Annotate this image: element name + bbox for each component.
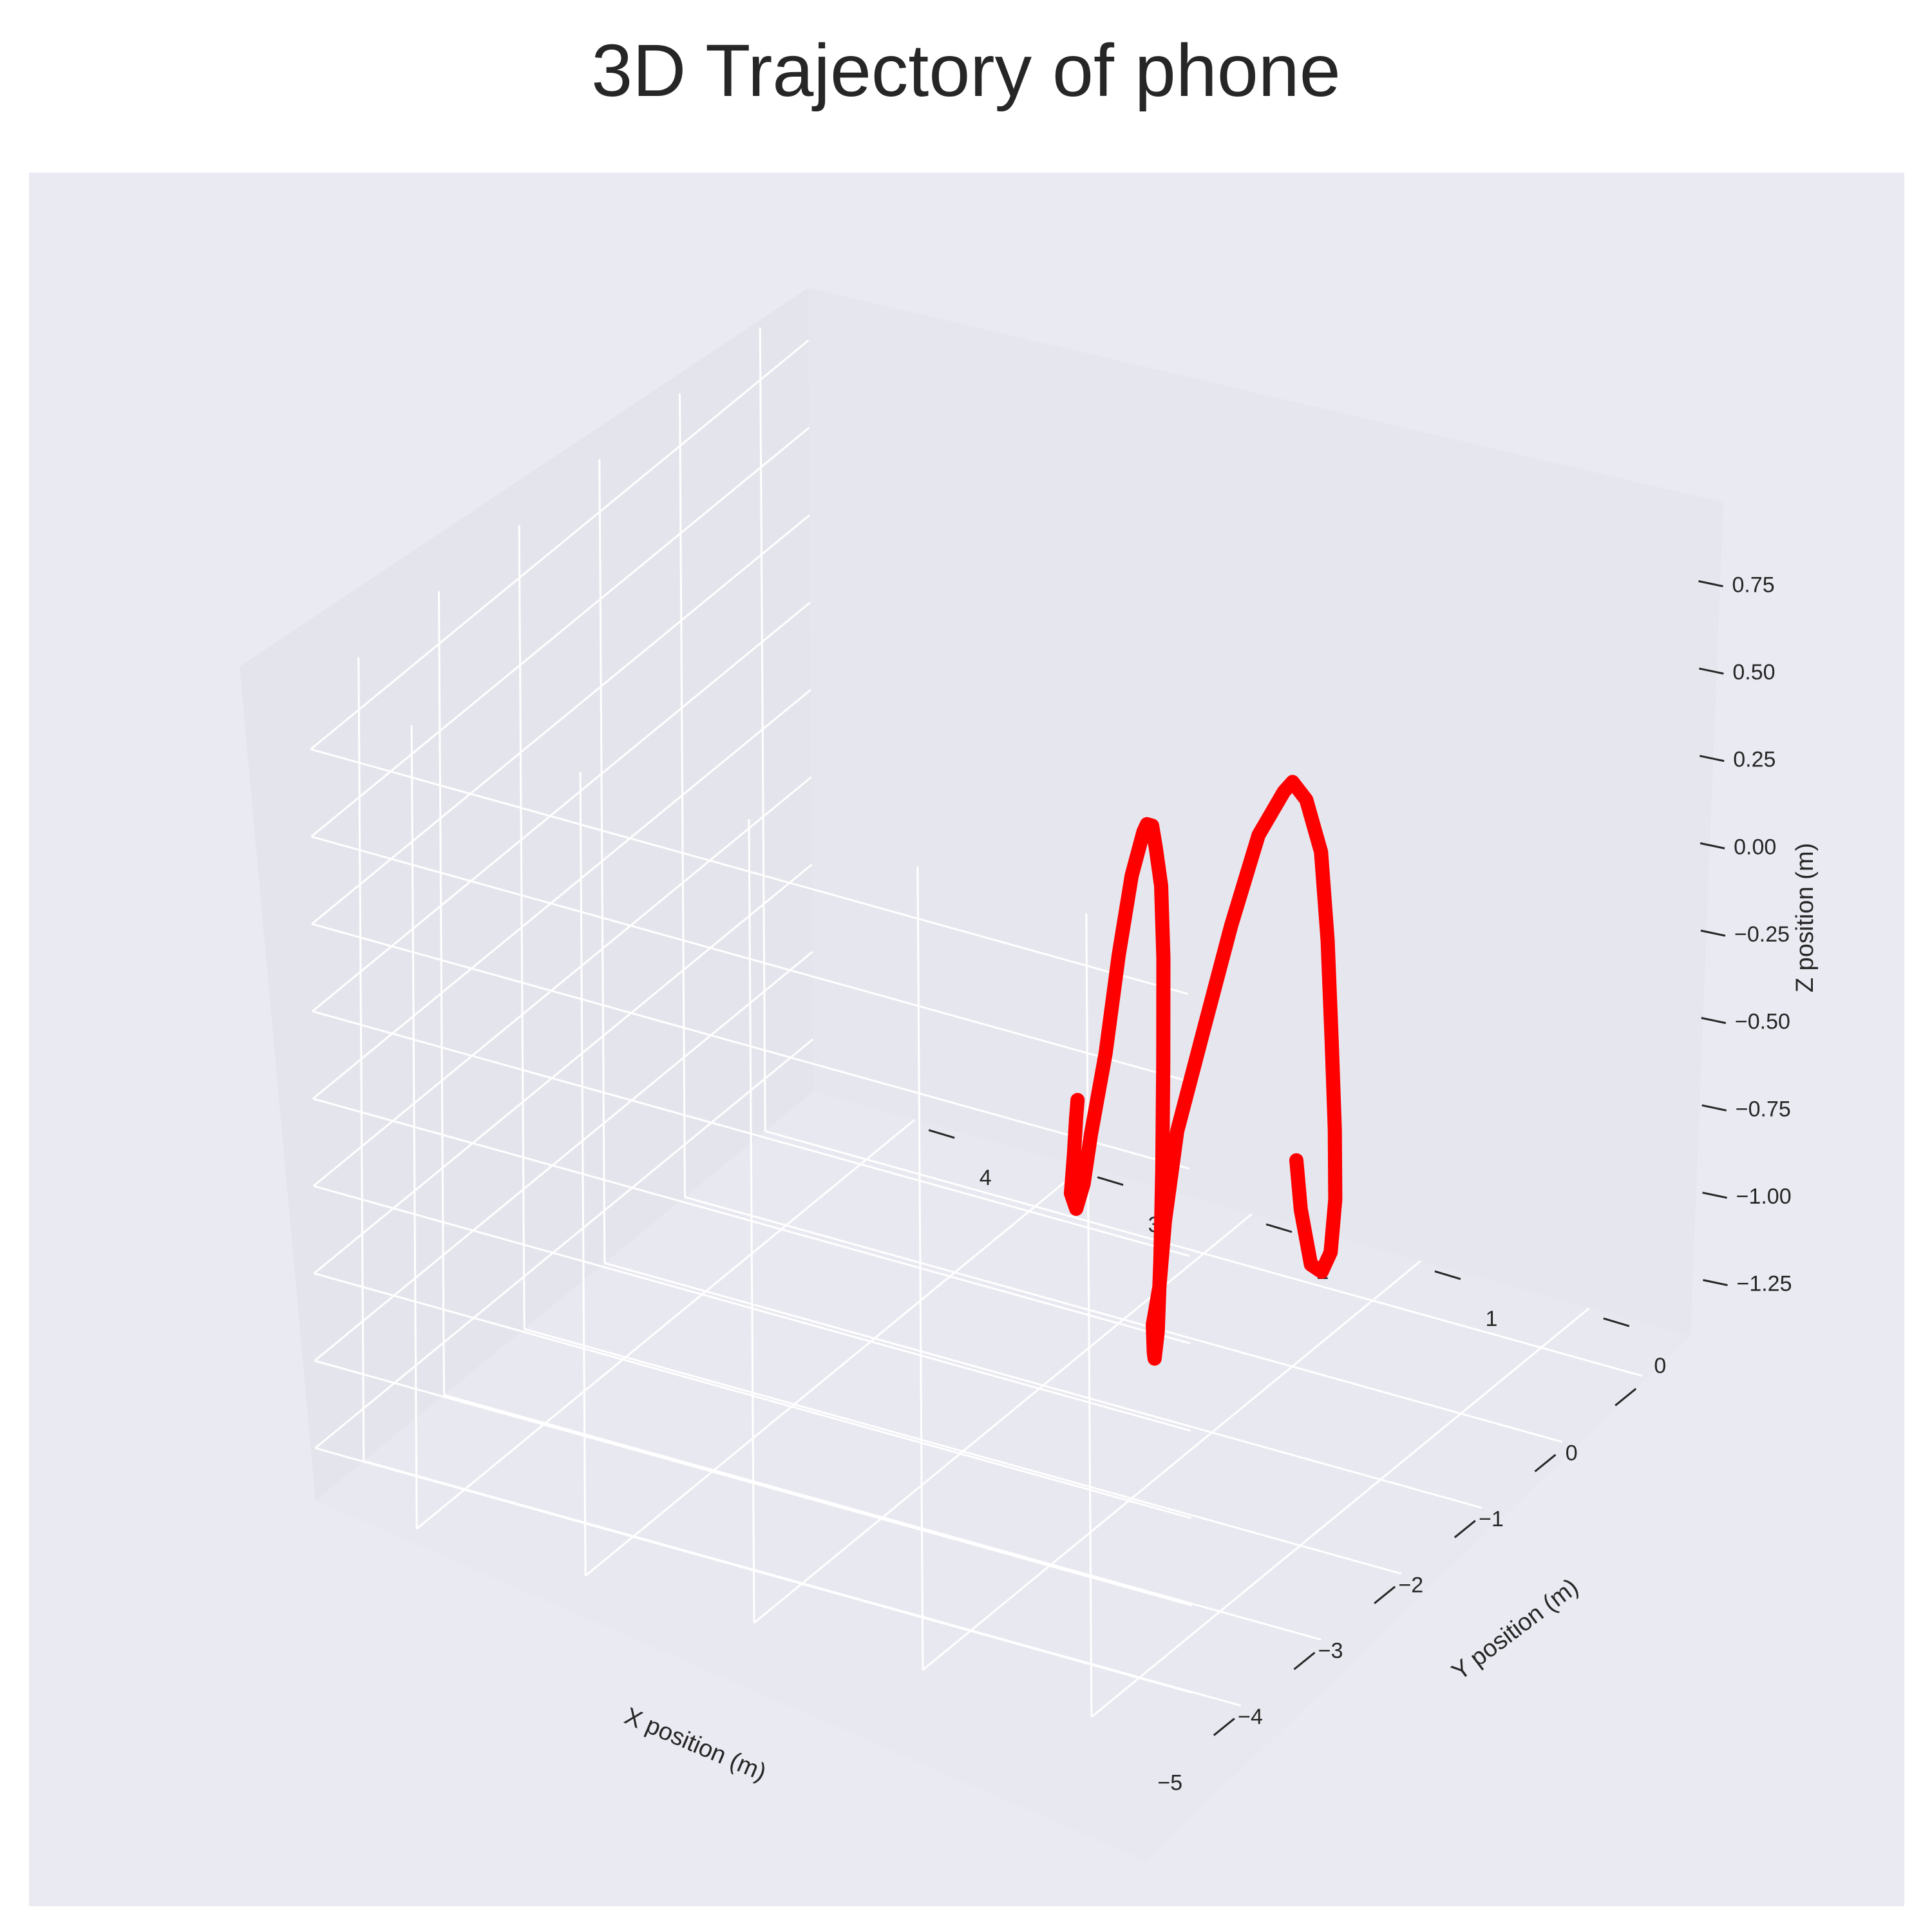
z-tick-label: −0.75	[1736, 1097, 1791, 1121]
z-gridline	[314, 951, 813, 1362]
y-tick-label: 1	[1485, 1307, 1497, 1331]
z-gridline	[314, 1359, 1193, 1607]
z-tick-label: 0.75	[1732, 573, 1775, 597]
z-gridline	[312, 688, 811, 1100]
z-tick	[1701, 1104, 1727, 1112]
z-gridline	[312, 1010, 1190, 1257]
z-tick-label: 0.00	[1734, 835, 1776, 859]
chart-title: 3D Trajectory of phone	[591, 30, 1341, 112]
x-tick	[1534, 1454, 1557, 1473]
x-tick	[1213, 1718, 1235, 1736]
z-gridline	[313, 864, 813, 1274]
x-tick-label: −2	[1398, 1573, 1423, 1597]
y-gridline	[922, 1260, 1421, 1671]
y-tick-label: 4	[980, 1166, 992, 1190]
z-gridline	[315, 1447, 1193, 1694]
x-tick	[1374, 1586, 1396, 1604]
y-tick	[1265, 1223, 1293, 1233]
x-tick-label: −3	[1318, 1639, 1343, 1663]
z-tick	[1700, 842, 1725, 849]
tick-labels: −5−4−3−2−1001234−1.25−1.00−0.75−0.50−0.2…	[980, 573, 1792, 1795]
z-gridline	[311, 923, 1189, 1170]
y-gridline	[585, 1166, 1084, 1577]
z-tick	[1699, 667, 1724, 675]
z-tick	[1699, 755, 1725, 762]
x-tick-label: 0	[1566, 1441, 1578, 1465]
x-tick-label: −5	[1157, 1771, 1182, 1795]
y-gridline	[1090, 1307, 1590, 1718]
z-gridline	[312, 1097, 1191, 1345]
x-tick-label: −1	[1479, 1507, 1504, 1531]
z-tick	[1703, 1279, 1728, 1287]
z-tick-label: 0.50	[1732, 660, 1775, 685]
z-gridline	[310, 748, 1188, 995]
x-tick-label: −4	[1238, 1705, 1263, 1729]
floor-pane	[316, 1092, 1690, 1861]
z-gridline	[310, 835, 1189, 1083]
y-gridline	[753, 1213, 1253, 1624]
z-gridline	[314, 1272, 1192, 1519]
y-tick	[1097, 1176, 1124, 1186]
x-tick	[1615, 1388, 1637, 1406]
z-gridline	[314, 1038, 814, 1449]
grid-lines	[310, 327, 1643, 1718]
y-tick	[1603, 1317, 1630, 1327]
y-gridline	[416, 1119, 916, 1530]
z-gridline	[311, 514, 811, 925]
z-tick	[1702, 1191, 1727, 1199]
z-tick	[1698, 580, 1723, 587]
z-gridline	[310, 426, 810, 838]
x-tick	[1293, 1651, 1316, 1671]
z-tick-label: −0.25	[1734, 922, 1790, 947]
z-gridline	[310, 339, 810, 750]
z-tick-label: −1.25	[1736, 1272, 1792, 1296]
z-axis-label: Z position (m)	[1792, 843, 1819, 992]
z-gridline	[312, 776, 812, 1187]
z-tick	[1700, 929, 1726, 937]
z-tick-label: −0.50	[1735, 1010, 1790, 1034]
z-tick-label: −1.00	[1736, 1184, 1792, 1209]
z-gridline	[312, 601, 811, 1012]
z-tick	[1701, 1017, 1727, 1025]
z-tick-label: 0.25	[1733, 748, 1776, 772]
axis-ticks	[928, 580, 1728, 1736]
y-tick	[928, 1129, 955, 1139]
z-gridline	[313, 1185, 1191, 1432]
trajectory-line	[1063, 775, 1343, 1366]
y-tick	[1434, 1270, 1461, 1280]
y-tick-label: 0	[1654, 1354, 1666, 1378]
x-tick	[1454, 1520, 1476, 1539]
